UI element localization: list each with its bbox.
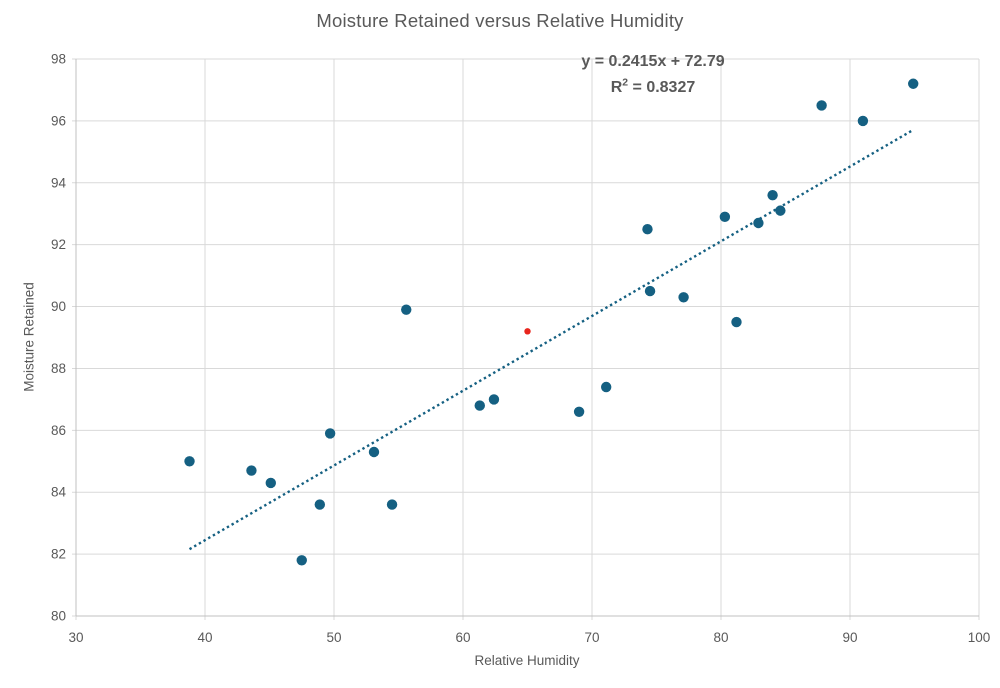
r-squared-superscript: 2 <box>622 77 629 89</box>
data-point <box>775 205 786 216</box>
y-tick-label: 82 <box>51 547 66 562</box>
data-point <box>908 78 919 89</box>
x-tick-label: 100 <box>968 630 991 645</box>
data-point <box>642 223 653 235</box>
data-point <box>386 499 398 510</box>
data-point <box>600 381 612 393</box>
x-tick-label: 90 <box>842 630 857 645</box>
x-tick-label: 60 <box>455 630 470 645</box>
r-squared-base: R <box>610 79 623 96</box>
data-point <box>753 217 764 229</box>
r-squared-value: = 0.8327 <box>628 79 696 96</box>
x-tick-label: 30 <box>68 630 83 645</box>
x-tick-label: 40 <box>197 630 212 645</box>
data-point <box>401 304 412 315</box>
chart-title: Moisture Retained versus Relative Humidi… <box>316 10 684 31</box>
x-tick-label: 70 <box>584 630 599 645</box>
data-point <box>184 456 195 467</box>
y-tick-label: 88 <box>51 361 66 376</box>
data-point <box>678 292 689 303</box>
data-point <box>573 406 585 417</box>
data-point <box>816 100 827 111</box>
data-point <box>474 400 485 411</box>
x-tick-label: 50 <box>326 630 341 645</box>
x-tick-label: 80 <box>713 630 728 645</box>
data-point <box>368 446 380 458</box>
y-tick-label: 96 <box>51 113 66 128</box>
y-tick-label: 86 <box>51 423 66 438</box>
data-point <box>314 499 326 510</box>
trendline-label: y = 0.2415x + 72.79 R2 = 0.8327 <box>540 49 766 101</box>
trendline-equation: y = 0.2415x + 72.79 <box>581 53 725 70</box>
y-tick-label: 92 <box>51 237 66 252</box>
data-point <box>857 115 869 127</box>
data-point <box>296 555 307 566</box>
data-point <box>246 465 257 476</box>
y-tick-label: 98 <box>51 52 66 67</box>
data-point <box>265 477 276 489</box>
y-tick-label: 94 <box>51 175 67 190</box>
data-point <box>488 394 500 405</box>
x-axis-title: Relative Humidity <box>474 653 580 668</box>
data-point <box>719 211 731 223</box>
y-tick-label: 84 <box>51 485 67 500</box>
data-point <box>767 189 778 201</box>
data-point <box>731 316 742 328</box>
trendline <box>188 128 914 551</box>
outlier-point <box>524 328 531 335</box>
y-axis-title: Moisture Retained <box>21 282 37 392</box>
y-tick-label: 90 <box>51 299 66 314</box>
data-point <box>644 285 656 297</box>
trendline-r-squared: R2 = 0.8327 <box>540 75 766 101</box>
y-tick-label: 80 <box>51 609 66 624</box>
data-point <box>324 428 336 439</box>
